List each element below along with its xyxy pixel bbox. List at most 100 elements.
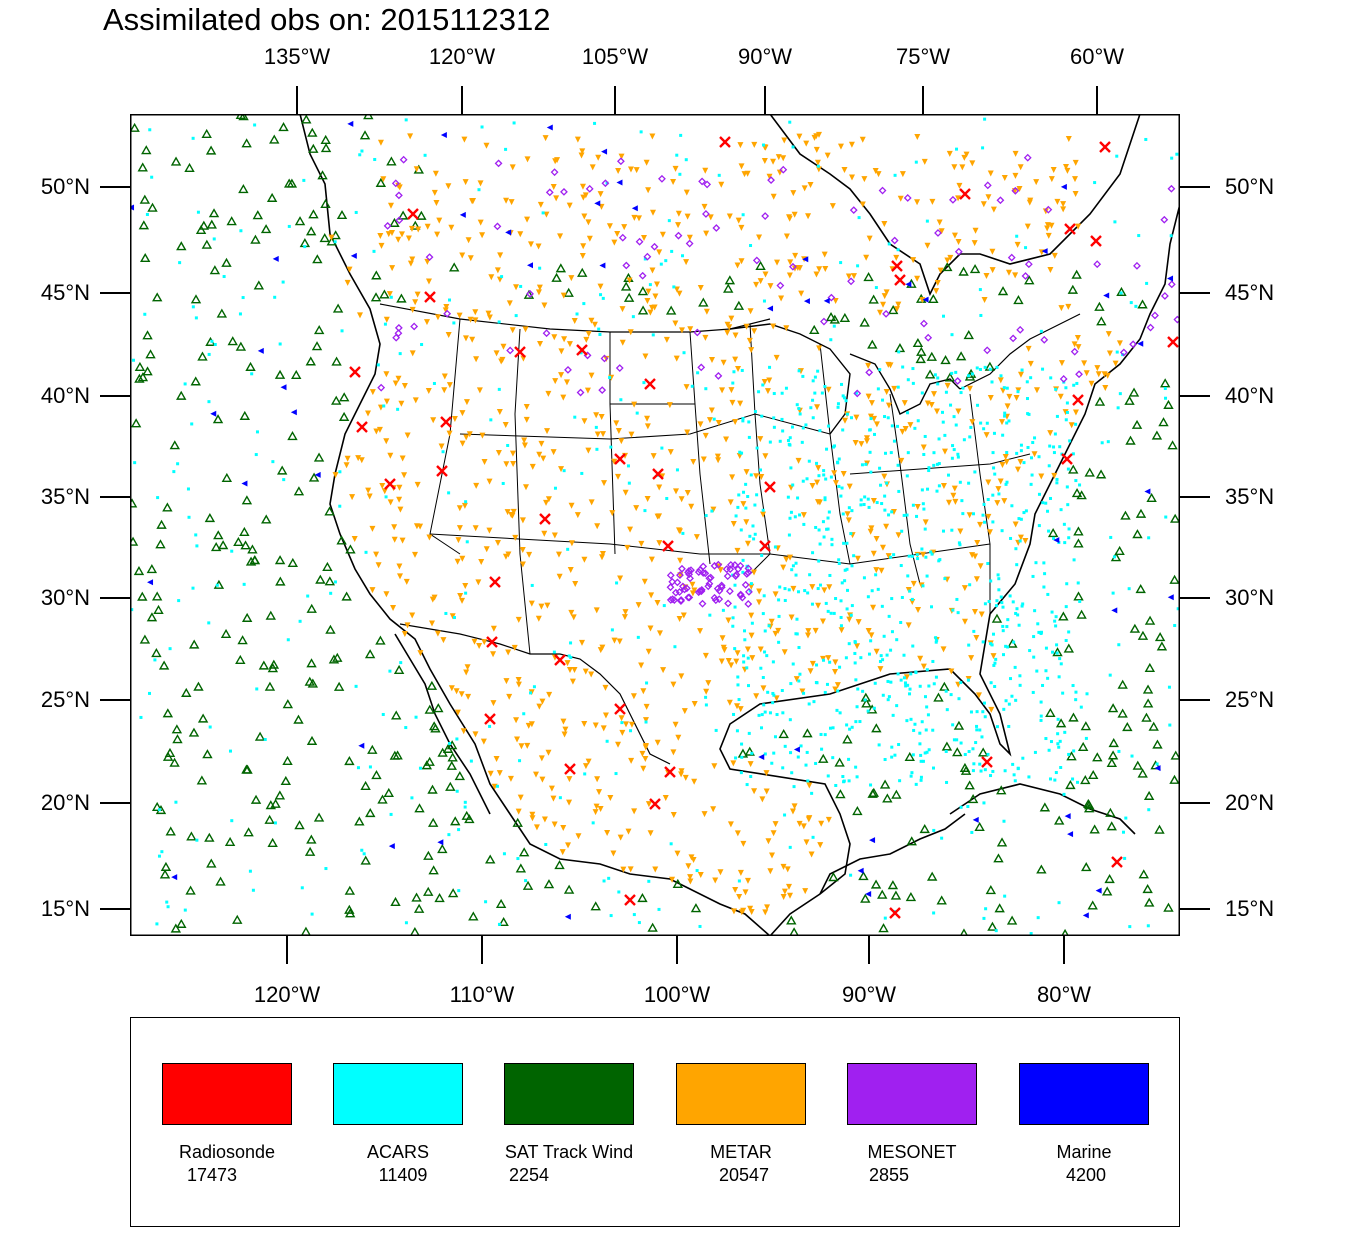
hudson-bay-coast (769, 114, 1141, 297)
acars-marker (529, 691, 533, 695)
acars-marker (966, 374, 970, 378)
acars-marker (983, 768, 987, 772)
metar-marker (868, 400, 875, 407)
metar-marker (873, 536, 880, 543)
acars-marker (657, 907, 661, 911)
mesonet-marker (678, 564, 686, 573)
acars-marker (936, 382, 940, 386)
acars-marker (760, 726, 764, 730)
metar-marker (898, 457, 905, 464)
acars-marker (740, 755, 744, 759)
acars-marker (823, 498, 827, 502)
metar-marker (816, 499, 823, 506)
acars-marker (579, 351, 583, 355)
metar-marker (730, 760, 737, 767)
metar-marker (801, 185, 808, 192)
sat-track-wind-marker (543, 879, 555, 889)
acars-marker (982, 916, 986, 920)
acars-marker (841, 428, 845, 432)
acars-marker (1004, 482, 1008, 486)
acars-marker (923, 751, 927, 755)
mesonet-marker (730, 561, 739, 569)
acars-marker (909, 774, 913, 778)
metar-marker (950, 492, 957, 499)
sat-track-wind-marker (912, 337, 924, 348)
acars-marker (757, 713, 761, 717)
metar-marker (413, 523, 420, 530)
acars-marker (967, 643, 971, 647)
sat-track-wind-marker (936, 895, 947, 905)
metar-marker (486, 478, 493, 485)
sat-track-wind-marker (364, 649, 376, 659)
sat-track-wind-marker (447, 752, 458, 762)
acars-marker (1057, 745, 1061, 749)
sat-track-wind-marker (215, 876, 226, 886)
acars-marker (902, 653, 906, 657)
metar-marker (945, 499, 952, 506)
acars-marker (360, 149, 364, 153)
acars-marker (847, 779, 851, 783)
sat-track-wind-marker (344, 755, 355, 766)
map-panel (130, 114, 1180, 936)
metar-marker (961, 585, 968, 592)
acars-marker (753, 503, 757, 507)
sat-track-wind-marker (142, 366, 153, 376)
acars-marker (1024, 246, 1028, 250)
metar-marker (883, 523, 890, 530)
acars-marker (910, 771, 914, 775)
metar-marker (814, 479, 821, 486)
acars-marker (823, 690, 827, 694)
metar-marker (533, 824, 540, 831)
acars-marker (464, 500, 468, 504)
metar-marker (893, 254, 900, 261)
metar-marker (613, 420, 620, 427)
acars-marker (884, 451, 888, 455)
acars-marker (1022, 461, 1026, 465)
acars-marker (538, 266, 542, 270)
acars-marker (854, 720, 858, 724)
metar-marker (780, 155, 787, 162)
sat-track-wind-marker (170, 156, 182, 166)
metar-marker (940, 483, 947, 490)
acars-marker (732, 712, 736, 716)
acars-marker (830, 543, 834, 547)
acars-marker (978, 762, 982, 766)
metar-marker (454, 709, 461, 716)
metar-marker (477, 219, 484, 226)
metar-marker (786, 883, 793, 890)
metar-marker (490, 651, 497, 658)
metar-marker (1116, 340, 1123, 347)
metar-marker (395, 236, 402, 243)
metar-marker (633, 167, 640, 174)
acars-marker (889, 555, 893, 559)
metar-marker (793, 676, 800, 683)
acars-marker (980, 735, 984, 739)
metar-marker (568, 502, 575, 509)
metar-marker (675, 734, 682, 741)
acars-marker (1025, 397, 1029, 401)
metar-marker (1012, 150, 1019, 157)
acars-marker (1000, 601, 1004, 605)
radiosonde-marker (514, 346, 526, 358)
metar-marker (933, 288, 940, 295)
acars-marker (660, 446, 664, 450)
acars-marker (937, 437, 941, 441)
acars-marker (963, 752, 967, 756)
acars-marker (783, 813, 787, 817)
acars-marker (876, 387, 880, 391)
acars-marker (464, 591, 468, 595)
metar-marker (1072, 409, 1079, 416)
acars-marker (919, 778, 923, 782)
acars-marker (932, 451, 936, 455)
mesonet-marker (682, 584, 691, 593)
metar-marker (483, 546, 490, 553)
metar-marker (765, 838, 772, 845)
acars-marker (1079, 705, 1083, 709)
sat-track-wind-marker (217, 540, 229, 550)
acars-marker (909, 672, 913, 676)
sat-track-wind-marker (238, 114, 249, 121)
mesonet-marker (635, 237, 644, 246)
acars-marker (1004, 699, 1008, 703)
metar-marker (689, 581, 696, 588)
metar-marker (676, 290, 683, 297)
